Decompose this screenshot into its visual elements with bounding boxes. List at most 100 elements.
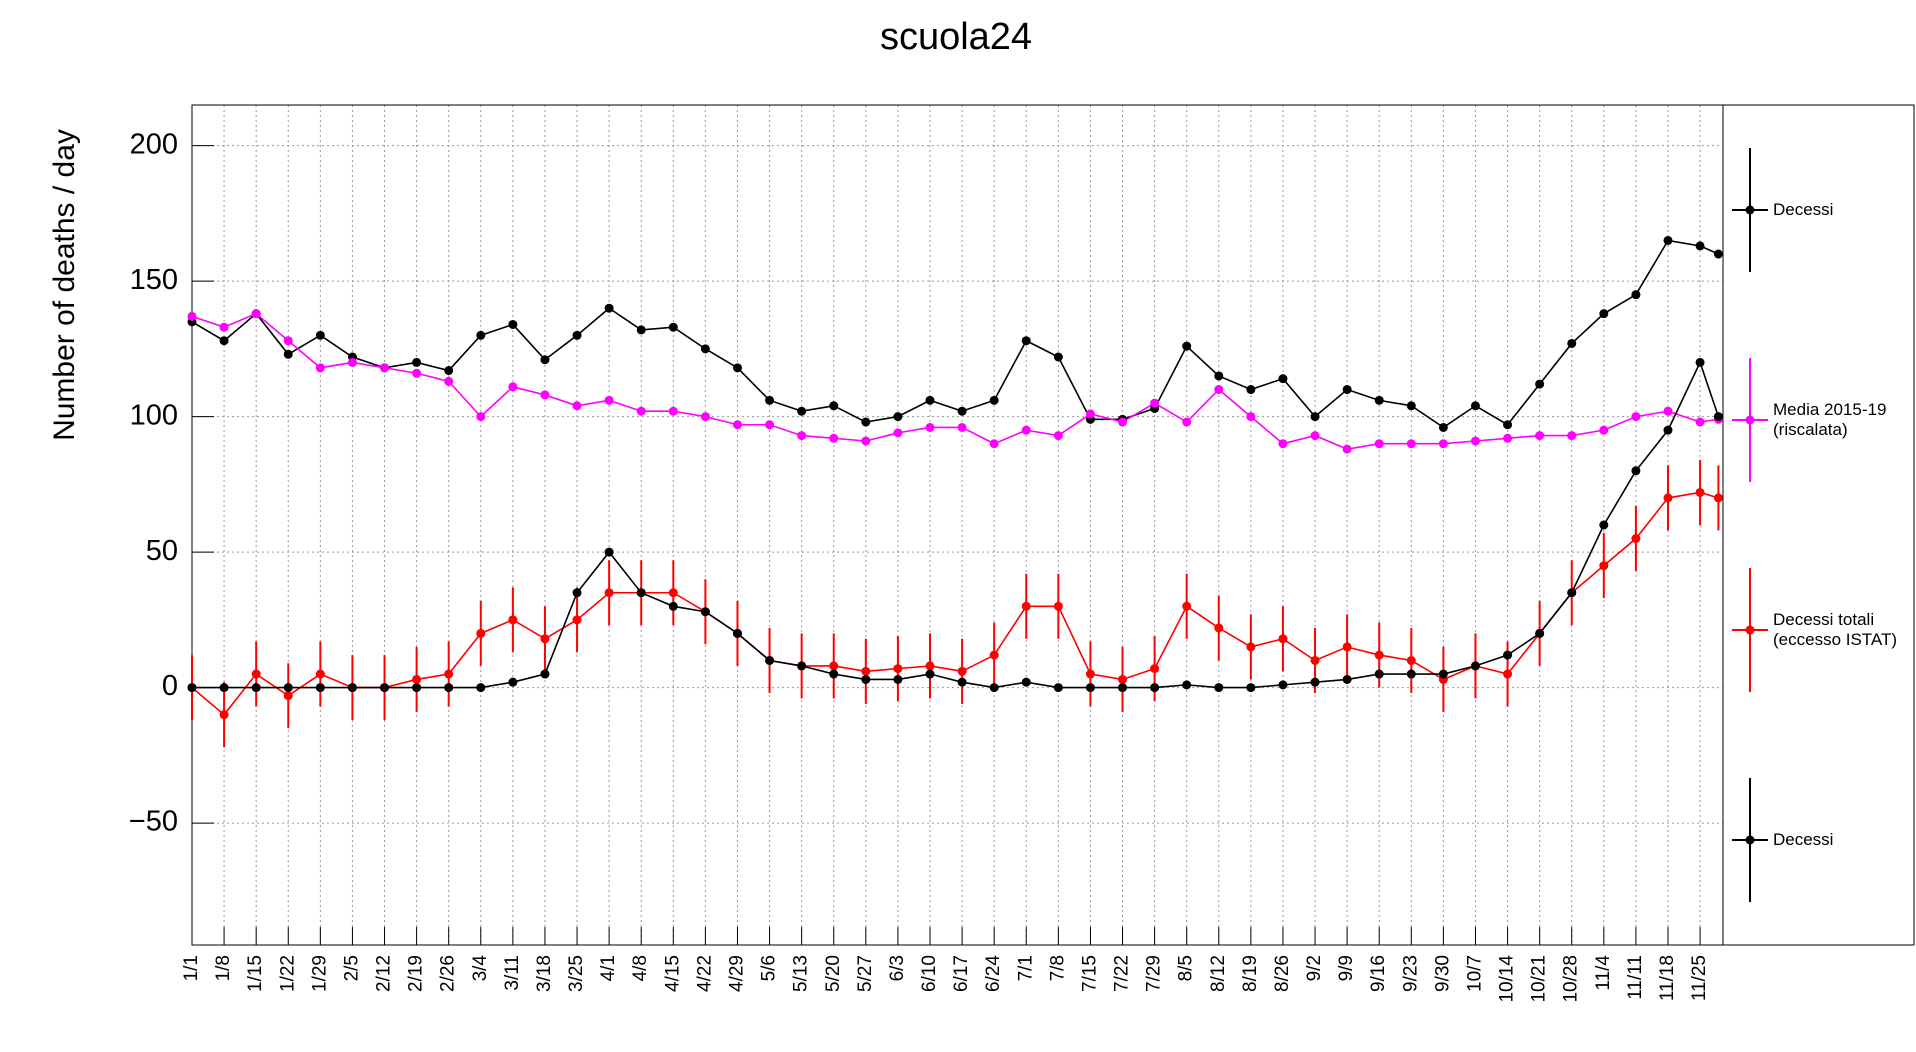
x-tick-label: 6/17 (951, 955, 972, 992)
data-point (1663, 406, 1673, 416)
data-point (572, 330, 582, 340)
x-tick-label: 7/15 (1079, 955, 1100, 992)
x-tick-label: 1/1 (181, 955, 202, 981)
data-point (1535, 379, 1545, 389)
data-point (1053, 431, 1063, 441)
data-point (347, 683, 357, 693)
data-point (1535, 628, 1545, 638)
data-point (315, 669, 325, 679)
data-point (1599, 520, 1609, 530)
data-point (1021, 425, 1031, 435)
data-point (1713, 412, 1723, 422)
x-tick-label: 9/23 (1400, 955, 1421, 992)
data-point (636, 325, 646, 335)
data-point (1374, 669, 1384, 679)
data-point (893, 664, 903, 674)
data-point (765, 655, 775, 665)
data-point (1214, 371, 1224, 381)
data-point (765, 395, 775, 405)
data-point (957, 406, 967, 416)
legend-marker (1745, 415, 1755, 425)
x-tick-label: 2/19 (406, 955, 427, 992)
data-point (861, 666, 871, 676)
data-point (1246, 412, 1256, 422)
data-point (572, 401, 582, 411)
x-tick-label: 1/29 (309, 955, 330, 992)
data-point (251, 309, 261, 319)
data-point (1278, 634, 1288, 644)
data-point (187, 311, 197, 321)
data-point (1503, 650, 1513, 660)
x-tick-label: 8/12 (1208, 955, 1229, 992)
x-tick-label: 7/22 (1112, 955, 1133, 992)
data-point (925, 669, 935, 679)
data-point (1567, 338, 1577, 348)
x-tick-label: 10/21 (1529, 955, 1550, 1003)
data-point (1118, 417, 1128, 427)
data-point (1567, 431, 1577, 441)
data-point (540, 390, 550, 400)
data-point (1535, 431, 1545, 441)
data-point (1182, 601, 1192, 611)
data-point (1214, 385, 1224, 395)
x-tick-label: 7/29 (1144, 955, 1165, 992)
data-point (1085, 683, 1095, 693)
data-point (1374, 439, 1384, 449)
legend-item: Media 2015-19 (riscalata) (1773, 400, 1886, 439)
legend-marker (1745, 625, 1755, 635)
legend-item: Decessi totali (eccesso ISTAT) (1773, 610, 1897, 649)
data-point (829, 661, 839, 671)
data-point (1567, 588, 1577, 598)
data-point (861, 417, 871, 427)
x-tick-label: 4/22 (694, 955, 715, 992)
data-point (1118, 674, 1128, 684)
y-tick-label: 150 (130, 264, 178, 296)
data-point (829, 433, 839, 443)
x-tick-label: 6/10 (919, 955, 940, 992)
data-point (1310, 655, 1320, 665)
x-tick-label: 10/14 (1497, 955, 1518, 1003)
x-tick-label: 3/11 (502, 955, 523, 991)
data-point (797, 661, 807, 671)
data-point (219, 683, 229, 693)
data-point (604, 588, 614, 598)
data-point (1342, 642, 1352, 652)
data-point (1470, 661, 1480, 671)
data-point (283, 349, 293, 359)
plot-frame (191, 104, 1724, 946)
x-tick-label: 5/20 (823, 955, 844, 992)
data-point (925, 395, 935, 405)
data-point (668, 601, 678, 611)
x-tick-label: 4/29 (726, 955, 747, 992)
data-point (444, 669, 454, 679)
x-tick-label: 7/1 (1015, 955, 1036, 981)
x-tick-label: 6/3 (887, 955, 908, 981)
x-tick-label: 3/4 (470, 955, 491, 982)
data-point (829, 669, 839, 679)
data-point (668, 322, 678, 332)
data-point (1438, 669, 1448, 679)
data-point (1663, 425, 1673, 435)
data-point (1278, 374, 1288, 384)
data-point (1182, 341, 1192, 351)
data-point (1406, 669, 1416, 679)
data-point (1695, 487, 1705, 497)
data-point (1503, 669, 1513, 679)
data-point (989, 395, 999, 405)
data-point (1118, 683, 1128, 693)
data-point (540, 669, 550, 679)
data-point (1663, 235, 1673, 245)
data-point (1631, 290, 1641, 300)
data-point (861, 674, 871, 684)
data-point (893, 412, 903, 422)
chart-title: scuola24 (880, 16, 1032, 58)
x-tick-label: 8/26 (1272, 955, 1293, 992)
data-point (893, 674, 903, 684)
data-point (1406, 401, 1416, 411)
data-point (219, 336, 229, 346)
data-point (444, 376, 454, 386)
data-point (1713, 493, 1723, 503)
data-point (283, 336, 293, 346)
